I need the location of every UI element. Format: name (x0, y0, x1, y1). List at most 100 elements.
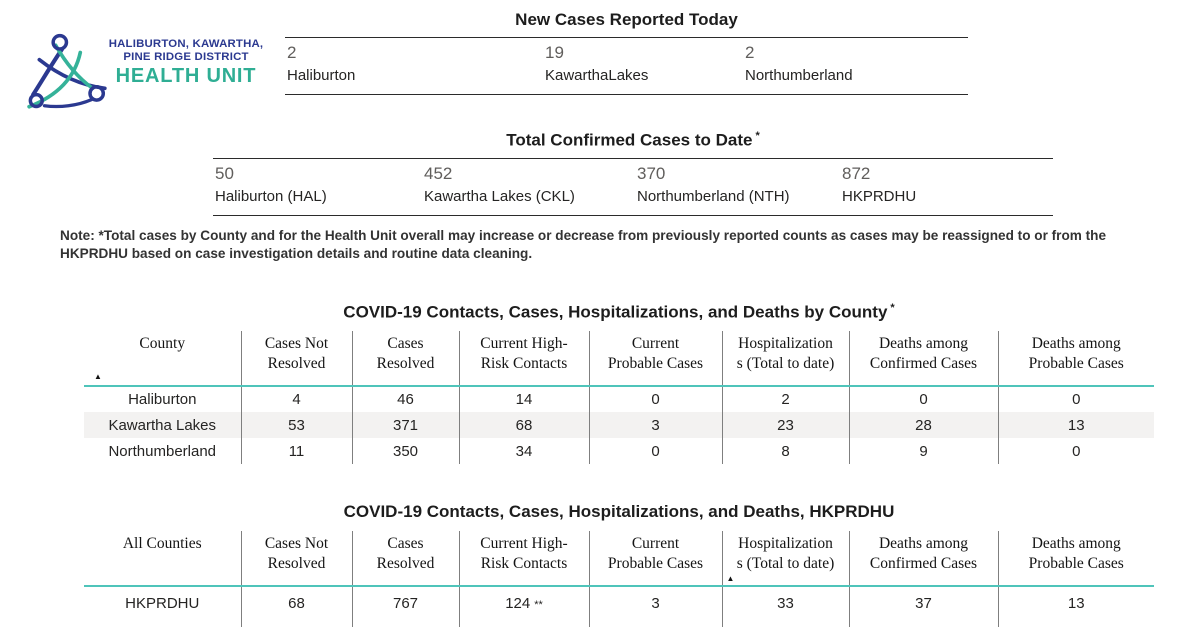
total-cases-title: Total Confirmed Cases to Date * (213, 130, 1053, 151)
stat-value: 50 (215, 163, 234, 183)
hkprdhu-table-header-row: All Counties Cases Not Resolved Cases Re… (84, 531, 1154, 587)
column-header-cases-not-resolved[interactable]: Cases Not Resolved (240, 331, 352, 387)
hkprdhu-table-title: COVID-19 Contacts, Cases, Hospitalizatio… (343, 502, 895, 521)
county-table-title-text: COVID-19 Contacts, Cases, Hospitalizatio… (343, 302, 888, 322)
column-header-high-risk-contacts[interactable]: Current High- Risk Contacts (458, 531, 589, 587)
logo-org-line1: HALIBURTON, KAWARTHA, (108, 38, 264, 50)
column-header-high-risk-contacts[interactable]: Current High- Risk Contacts (458, 331, 589, 387)
column-header-probable-cases[interactable]: Current Probable Cases (588, 331, 722, 387)
cell-value: 28 (848, 412, 998, 438)
health-unit-logo-text: HALIBURTON, KAWARTHA, PINE RIDGE DISTRIC… (86, 38, 286, 87)
new-cases-body: 2 Haliburton 19 KawarthaLakes 2 Northumb… (285, 37, 968, 95)
new-cases-card: New Cases Reported Today 2 Haliburton 19… (285, 10, 968, 95)
cell-value: 68 (240, 586, 352, 627)
total-stat-hkprdhu: 872 HKPRDHU (842, 164, 916, 206)
cell-value: 33 (721, 586, 849, 627)
cell-value: 767 (351, 586, 459, 627)
column-header-county[interactable]: County ▲ (84, 331, 241, 387)
stat-value: 370 (637, 163, 666, 183)
column-header-deaths-confirmed[interactable]: Deaths among Confirmed Cases (848, 531, 998, 587)
column-header-deaths-probable[interactable]: Deaths among Probable Cases (997, 331, 1154, 387)
sort-ascending-icon[interactable]: ▲ (94, 372, 102, 381)
double-asterisk-footnote: ** (534, 599, 543, 611)
column-header-cases-resolved[interactable]: Cases Resolved (351, 531, 459, 587)
new-cases-stat-kawartha-lakes: 19 KawarthaLakes (545, 43, 648, 85)
new-cases-title: New Cases Reported Today (515, 10, 738, 29)
cell-value: 13 (997, 412, 1154, 438)
footnote-asterisk: * (890, 302, 895, 314)
cell-county: Haliburton (128, 391, 197, 408)
county-table-section: COVID-19 Contacts, Cases, Hospitalizatio… (84, 302, 1154, 464)
cell-value-with-footnote: 124 ** (458, 586, 589, 627)
column-header-cases-resolved[interactable]: Cases Resolved (351, 331, 459, 387)
cell-value: 0 (997, 386, 1154, 412)
cell-value: 371 (351, 412, 459, 438)
cell-value: 0 (848, 386, 998, 412)
stat-label: Northumberland (745, 67, 853, 84)
cell-value: 11 (240, 438, 352, 464)
total-stat-kawartha-lakes: 452 Kawartha Lakes (CKL) (424, 164, 575, 206)
county-table-title: COVID-19 Contacts, Cases, Hospitalizatio… (84, 302, 1154, 324)
cell-value: 9 (848, 438, 998, 464)
cell-value: 13 (997, 586, 1154, 627)
footnote-asterisk: * (755, 130, 760, 142)
table-row-northumberland: Northumberland 11 350 34 0 8 9 0 (84, 438, 1154, 464)
cell-value: 124 (505, 595, 531, 612)
stat-value: 452 (424, 163, 453, 183)
cell-value: 2 (721, 386, 849, 412)
total-cases-body: 50 Haliburton (HAL) 452 Kawartha Lakes (… (213, 157, 1053, 216)
sort-ascending-icon[interactable]: ▲ (726, 574, 735, 583)
column-header-probable-cases[interactable]: Current Probable Cases (588, 531, 722, 587)
stat-label: HKPRDHU (842, 187, 917, 205)
stat-label: Haliburton (287, 67, 356, 84)
total-cases-title-text: Total Confirmed Cases to Date (506, 130, 753, 150)
table-row-haliburton: Haliburton 4 46 14 0 2 0 0 (84, 386, 1154, 412)
logo-org-line2: PINE RIDGE DISTRICT (123, 51, 249, 63)
cell-value: 350 (351, 438, 459, 464)
total-stat-haliburton: 50 Haliburton (HAL) (215, 164, 327, 206)
hkprdhu-table: All Counties Cases Not Resolved Cases Re… (84, 531, 1154, 627)
column-header-deaths-confirmed[interactable]: Deaths among Confirmed Cases (848, 331, 998, 387)
health-unit-logo-icon (27, 33, 107, 109)
cell-value: 0 (997, 438, 1154, 464)
new-cases-stat-haliburton: 2 Haliburton (287, 43, 355, 85)
cell-value: 53 (240, 412, 352, 438)
stat-value: 2 (287, 43, 297, 62)
cell-value: 68 (458, 412, 589, 438)
cell-county: Kawartha Lakes (108, 416, 217, 434)
cell-value: 3 (588, 586, 722, 627)
cell-region: HKPRDHU (125, 595, 200, 612)
stat-value: 2 (745, 43, 755, 62)
cell-value: 34 (458, 438, 589, 464)
cell-value: 3 (588, 412, 722, 438)
county-table-header-row: County ▲ Cases Not Resolved Cases Resolv… (84, 331, 1154, 387)
health-unit-logo: HALIBURTON, KAWARTHA, PINE RIDGE DISTRIC… (24, 30, 274, 118)
new-cases-stat-northumberland: 2 Northumberland (745, 43, 853, 85)
cell-value: 8 (721, 438, 849, 464)
cell-value: 46 (351, 386, 459, 412)
cell-value: 23 (721, 412, 849, 438)
cell-value: 37 (848, 586, 998, 627)
stat-label: Kawartha Lakes (CKL) (424, 187, 575, 205)
column-header-hospitalizations[interactable]: Hospitalization s (Total to date) (721, 331, 849, 387)
column-header-all-counties[interactable]: All Counties (84, 531, 241, 587)
stat-label: Haliburton (HAL) (215, 187, 327, 205)
column-header-cases-not-resolved[interactable]: Cases Not Resolved (240, 531, 352, 587)
table-row-kawartha-lakes: Kawartha Lakes 53 371 68 3 23 28 13 (84, 412, 1154, 438)
logo-org-line3: HEALTH UNIT (115, 65, 257, 87)
cell-value: 14 (458, 386, 589, 412)
column-header-hospitalizations[interactable]: Hospitalization s (Total to date) ▲ (721, 531, 849, 587)
stat-value: 19 (545, 43, 564, 62)
cell-value: 0 (588, 386, 722, 412)
hkprdhu-table-section: COVID-19 Contacts, Cases, Hospitalizatio… (84, 502, 1154, 627)
stat-label: Northumberland (NTH) (637, 187, 790, 205)
cell-value: 4 (240, 386, 352, 412)
column-header-deaths-probable[interactable]: Deaths among Probable Cases (997, 531, 1154, 587)
stat-label: KawarthaLakes (545, 67, 649, 84)
total-stat-northumberland: 370 Northumberland (NTH) (637, 164, 790, 206)
cell-value: 0 (588, 438, 722, 464)
footnote-text: Note: *Total cases by County and for the… (60, 228, 1107, 261)
county-table: County ▲ Cases Not Resolved Cases Resolv… (84, 331, 1154, 464)
stat-value: 872 (842, 163, 871, 183)
